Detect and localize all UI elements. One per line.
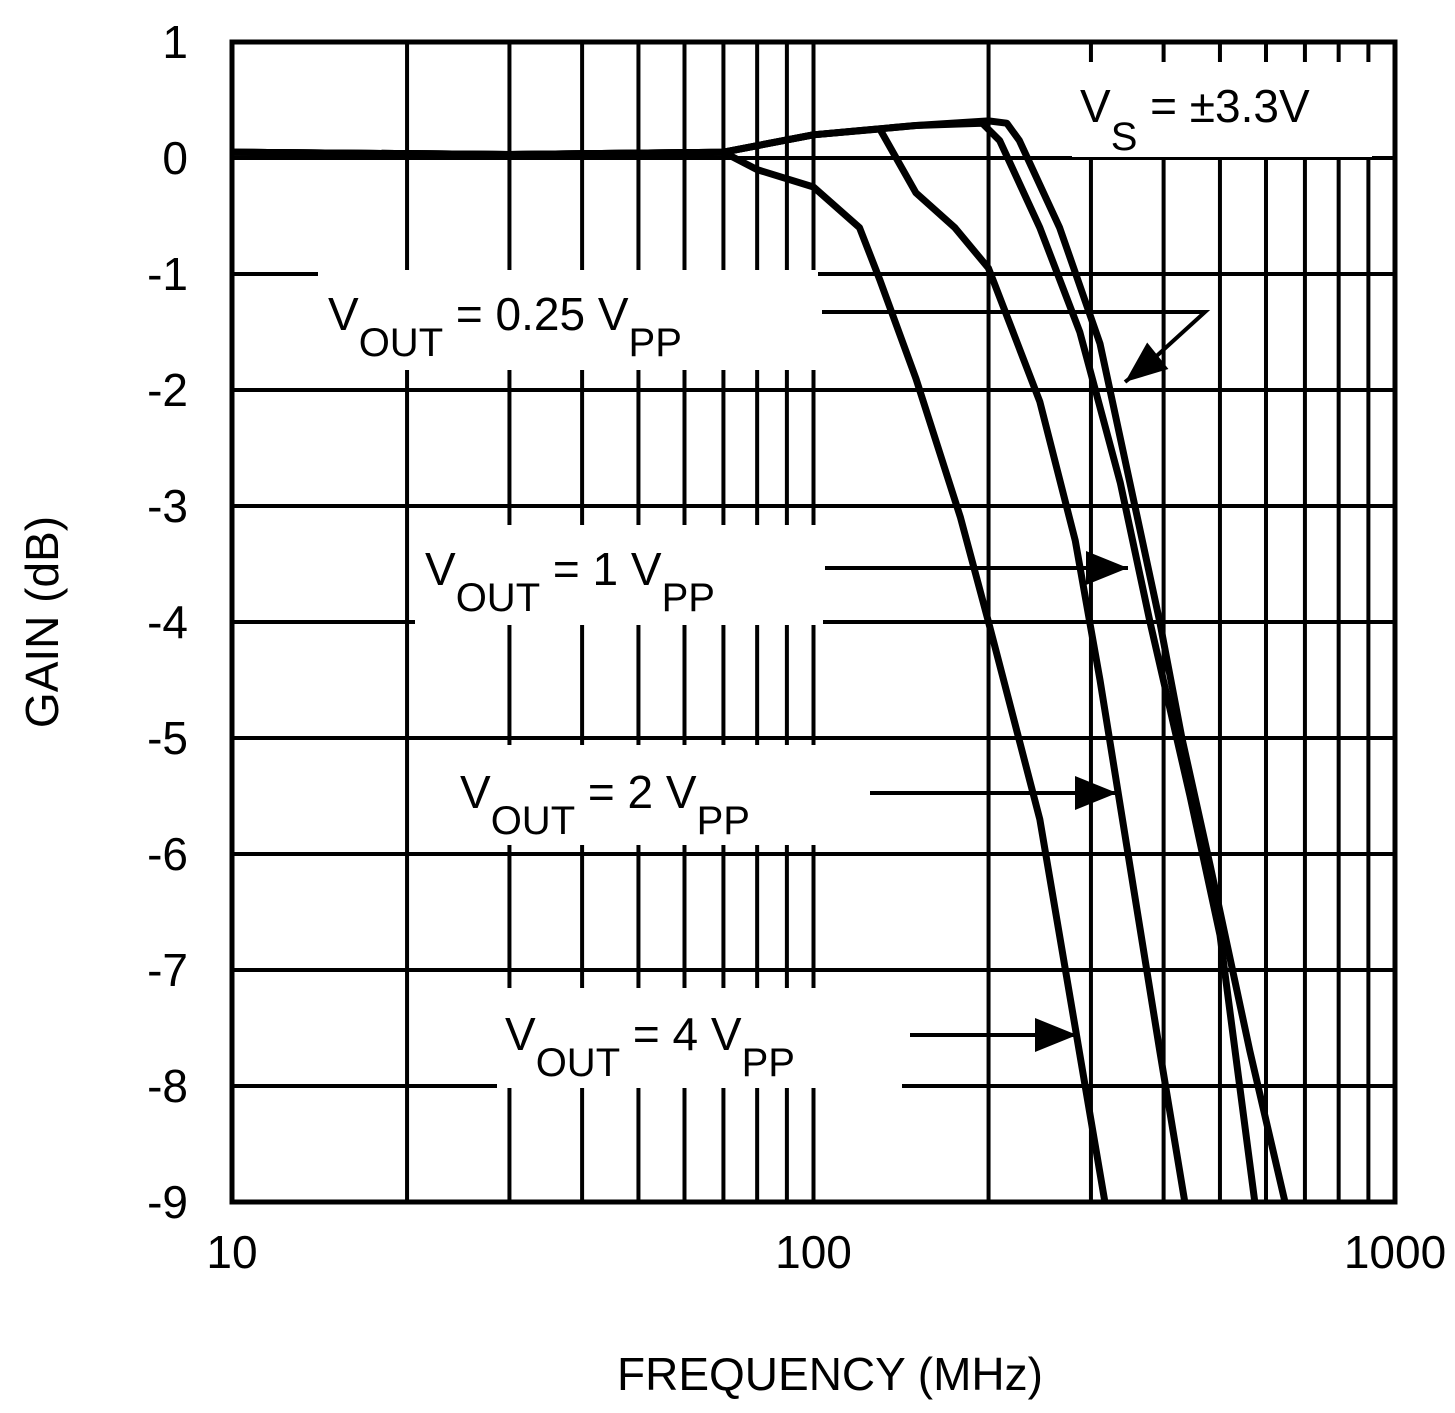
label-background	[452, 745, 864, 845]
label-part: = 2 V	[575, 766, 697, 818]
label-part: PP	[662, 576, 715, 620]
y-tick-label: 1	[162, 16, 188, 68]
y-axis-label: GAIN (dB)	[16, 516, 68, 728]
label-part: PP	[629, 321, 682, 365]
label-part: OUT	[456, 576, 540, 620]
label-background	[497, 988, 902, 1088]
curves	[231, 117, 1289, 1203]
y-tick-label: -3	[147, 480, 188, 532]
y-tick-label: -8	[147, 1060, 188, 1112]
label-part: = ±3.3V	[1137, 80, 1310, 132]
vout-025vpp-leader	[822, 310, 1211, 364]
y-tick-label: -6	[147, 828, 188, 880]
label-part: OUT	[491, 799, 575, 843]
label-part: V	[505, 1008, 536, 1060]
y-tick-label: -2	[147, 364, 188, 416]
label-background	[415, 525, 823, 625]
y-tick-label: 0	[162, 132, 188, 184]
label-part: = 4 V	[620, 1008, 742, 1060]
label-part: OUT	[359, 321, 443, 365]
x-tick-label: 100	[775, 1226, 852, 1278]
supply-voltage-label: VS = ±3.3V	[1080, 80, 1310, 159]
label-part: S	[1111, 115, 1138, 159]
label-part: = 1 V	[540, 543, 662, 595]
label-part: PP	[697, 799, 750, 843]
arrowhead-icon	[1075, 776, 1117, 810]
label-part: V	[460, 766, 491, 818]
vout-025vpp-label: VOUT = 0.25 VPP	[328, 288, 682, 365]
y-tick-label: -1	[147, 248, 188, 300]
series-line	[231, 125, 1189, 1203]
y-tick-label: -9	[147, 1176, 188, 1228]
y-tick-label: -5	[147, 712, 188, 764]
label-part: PP	[742, 1041, 795, 1085]
x-tick-label: 10	[206, 1226, 257, 1278]
tick-labels: 10-1-2-3-4-5-6-7-8-910 100 1000	[147, 16, 1446, 1278]
x-axis-label: FREQUENCY (MHz)	[617, 1348, 1043, 1400]
y-tick-label: -7	[147, 944, 188, 996]
label-background	[318, 270, 818, 370]
label-part: V	[1080, 80, 1111, 132]
label-part: OUT	[536, 1041, 620, 1085]
arrowhead-icon	[1125, 342, 1169, 382]
label-part: V	[328, 288, 359, 340]
label-part: V	[425, 543, 456, 595]
vout-2vpp-label: VOUT = 2 VPP	[460, 766, 750, 843]
x-tick-label: 1000	[1344, 1226, 1446, 1278]
series-line	[231, 148, 1109, 1203]
label-part: = 0.25 V	[443, 288, 629, 340]
arrowhead-icon	[1035, 1018, 1077, 1052]
y-tick-label: -4	[147, 596, 188, 648]
vout-1vpp-label: VOUT = 1 VPP	[425, 543, 715, 620]
arrowhead-icon	[1086, 551, 1128, 585]
vout-4vpp-label: VOUT = 4 VPP	[505, 1008, 795, 1085]
plot-frame	[229, 39, 1398, 1205]
label-background	[1072, 62, 1372, 157]
